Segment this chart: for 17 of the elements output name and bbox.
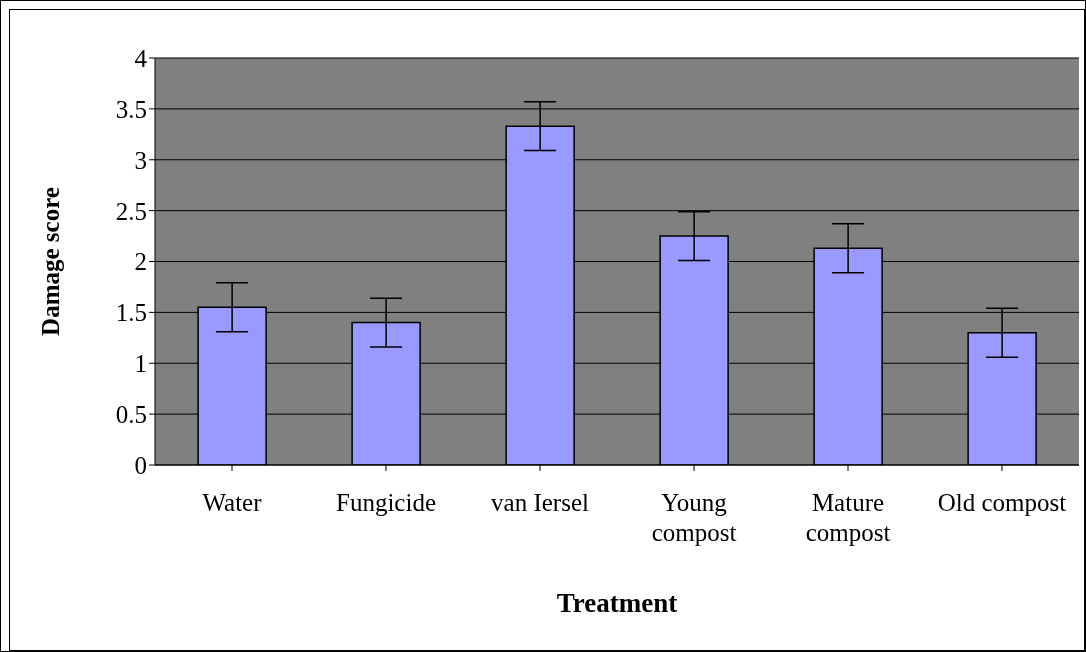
x-tick-label: Mature compost: [805, 489, 891, 546]
y-tick-label: 2: [134, 248, 147, 276]
y-tick-label: 0: [134, 451, 147, 479]
y-tick-label: 3.5: [115, 95, 147, 123]
y-axis-title: Damage score: [36, 187, 64, 336]
y-tick-label: 0.5: [115, 401, 147, 428]
x-tick-label: Fungicide: [336, 489, 436, 516]
x-tick-label: Old compost: [937, 489, 1067, 516]
x-tick-label: Young compost: [651, 489, 737, 546]
x-axis-title: Treatment: [556, 588, 678, 618]
x-tick-label: Water: [202, 489, 263, 516]
y-tick-label: 1: [134, 350, 147, 378]
y-tick-label: 2.5: [115, 197, 147, 225]
y-tick-label: 4: [134, 44, 148, 72]
y-tick-label: 1.5: [115, 299, 147, 327]
y-tick-label: 3: [134, 146, 147, 174]
x-tick-label: van Iersel: [491, 489, 589, 516]
